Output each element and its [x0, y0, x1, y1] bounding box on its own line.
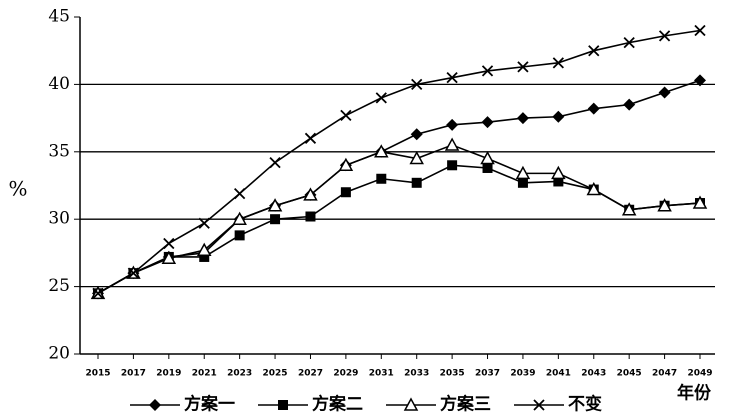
data-point: [444, 137, 460, 151]
y-tick-label: 20: [48, 344, 70, 364]
data-point: [338, 157, 354, 172]
series-line: [97, 79, 701, 295]
data-point: [340, 187, 351, 198]
legend-label: 方案二: [312, 394, 363, 415]
data-point: [199, 251, 210, 262]
x-tick-label: 2017: [121, 369, 146, 379]
legend-marker: [278, 400, 288, 410]
legend-label: 方案一: [184, 394, 235, 415]
data-point: [340, 109, 352, 122]
data-point: [516, 112, 529, 125]
series-line: [97, 164, 701, 295]
x-tick-label: 2027: [298, 369, 323, 379]
data-point: [694, 74, 706, 87]
data-point: [196, 242, 212, 256]
y-tick-label: 35: [48, 141, 70, 161]
data-point: [447, 160, 458, 171]
x-tick-label: 2021: [192, 369, 217, 379]
data-point: [623, 98, 636, 111]
data-point: [303, 187, 318, 201]
data-point: [587, 102, 600, 115]
legend-marker: [403, 397, 419, 411]
x-tick-label: 2041: [546, 369, 571, 379]
data-point: [692, 195, 708, 209]
data-point: [694, 24, 706, 37]
data-point: [657, 198, 672, 212]
data-point: [517, 61, 529, 73]
y-tick-label: 45: [48, 7, 70, 27]
legend-marker: [533, 399, 545, 411]
data-point: [658, 86, 671, 99]
data-point: [409, 150, 424, 165]
data-point: [234, 230, 245, 241]
data-point: [374, 144, 389, 158]
x-tick-label: 2039: [510, 369, 535, 379]
data-point: [552, 110, 565, 123]
x-tick-label: 2029: [333, 369, 358, 379]
legend-label: 方案三: [440, 394, 491, 415]
data-point: [482, 162, 493, 173]
data-point: [411, 78, 423, 91]
x-tick-label: 2033: [404, 369, 429, 379]
data-point: [305, 211, 316, 222]
data-point: [234, 187, 246, 200]
data-point: [198, 217, 210, 229]
x-tick-label: 2023: [227, 369, 252, 379]
series-line: [97, 29, 701, 295]
x-axis-label: 年份: [677, 383, 712, 404]
x-tick-label: 2045: [617, 369, 642, 379]
data-point: [411, 177, 422, 188]
x-tick-label: 2037: [475, 369, 500, 379]
legend-label: 不变: [568, 394, 602, 415]
data-point: [446, 72, 458, 84]
data-point: [127, 267, 140, 279]
data-point: [232, 211, 247, 225]
data-point: [481, 116, 494, 129]
data-point: [410, 128, 423, 141]
y-tick-label: 25: [48, 276, 70, 296]
data-point: [515, 165, 531, 180]
data-point: [481, 65, 494, 77]
x-tick-label: 2015: [85, 369, 110, 379]
data-point: [270, 214, 281, 225]
data-point: [92, 287, 104, 299]
data-point: [552, 57, 564, 69]
data-point: [376, 173, 387, 184]
data-point: [446, 118, 459, 131]
data-point: [161, 250, 177, 265]
data-point: [304, 132, 317, 144]
data-point: [551, 165, 566, 180]
data-point: [267, 198, 283, 212]
data-point: [553, 176, 564, 187]
data-point: [480, 150, 495, 165]
data-point: [658, 30, 671, 42]
x-tick-label: 2035: [440, 369, 465, 379]
x-tick-label: 2043: [581, 369, 606, 379]
data-point: [517, 177, 528, 188]
data-point: [621, 202, 637, 216]
data-point: [375, 92, 387, 104]
y-tick-label: 30: [48, 209, 70, 229]
x-tick-label: 2031: [369, 369, 394, 379]
y-axis-label: %: [8, 177, 27, 201]
x-tick-label: 2047: [652, 369, 677, 379]
x-tick-label: 2025: [263, 369, 288, 379]
x-tick-label: 2019: [156, 369, 181, 379]
data-point: [269, 156, 281, 169]
legend-marker: [149, 399, 161, 411]
data-point: [623, 36, 635, 49]
y-tick-label: 40: [48, 74, 70, 94]
data-point: [588, 45, 600, 57]
x-tick-label: 2049: [687, 369, 712, 379]
data-point: [586, 181, 602, 196]
data-point: [163, 237, 175, 250]
